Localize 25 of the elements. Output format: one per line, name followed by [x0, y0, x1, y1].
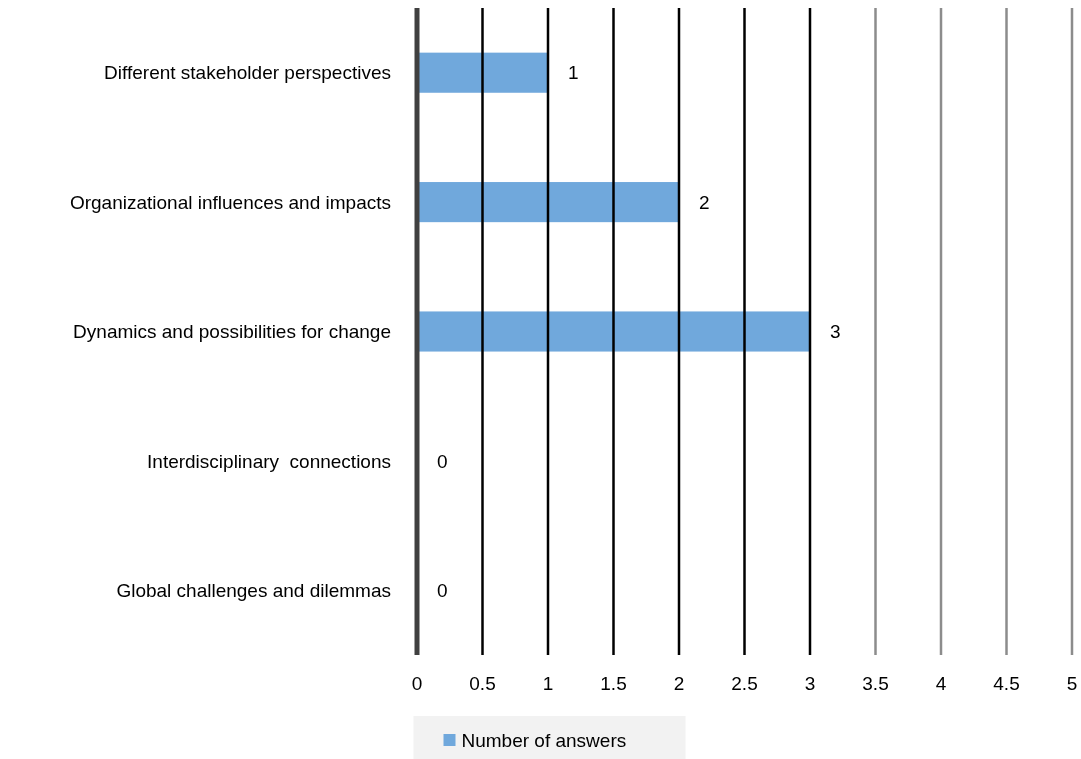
y-tick-label: Organizational influences and impacts	[69, 191, 391, 213]
y-tick-label: Dynamics and possibilities for change	[73, 321, 391, 343]
data-label: 3	[830, 321, 841, 343]
x-tick-label: 4.5	[993, 673, 1020, 694]
y-tick-label: Different stakeholder perspectives	[104, 62, 391, 84]
data-label: 0	[437, 450, 448, 472]
bar	[417, 311, 810, 352]
y-tick-label: Interdisciplinary connections	[147, 450, 391, 472]
data-label: 1	[568, 62, 579, 84]
x-tick-label: 2	[673, 673, 685, 694]
x-tick-label: 0	[411, 673, 423, 694]
bar	[417, 52, 548, 93]
x-tick-label: 4	[935, 673, 947, 694]
x-tick-label: 5	[1066, 673, 1078, 694]
x-tick-label: 3.5	[862, 673, 889, 694]
x-tick-label: 3	[804, 673, 816, 694]
x-tick-label: 1.5	[600, 673, 627, 694]
bar	[417, 182, 679, 223]
x-tick-label: 2.5	[731, 673, 758, 694]
x-tick-label: 1	[542, 673, 554, 694]
x-tick-label: 0.5	[469, 673, 496, 694]
data-label: 0	[437, 579, 448, 601]
legend-label: Number of answers	[461, 729, 627, 751]
y-tick-label: Global challenges and dilemmas	[116, 579, 391, 601]
data-label: 2	[699, 191, 710, 213]
